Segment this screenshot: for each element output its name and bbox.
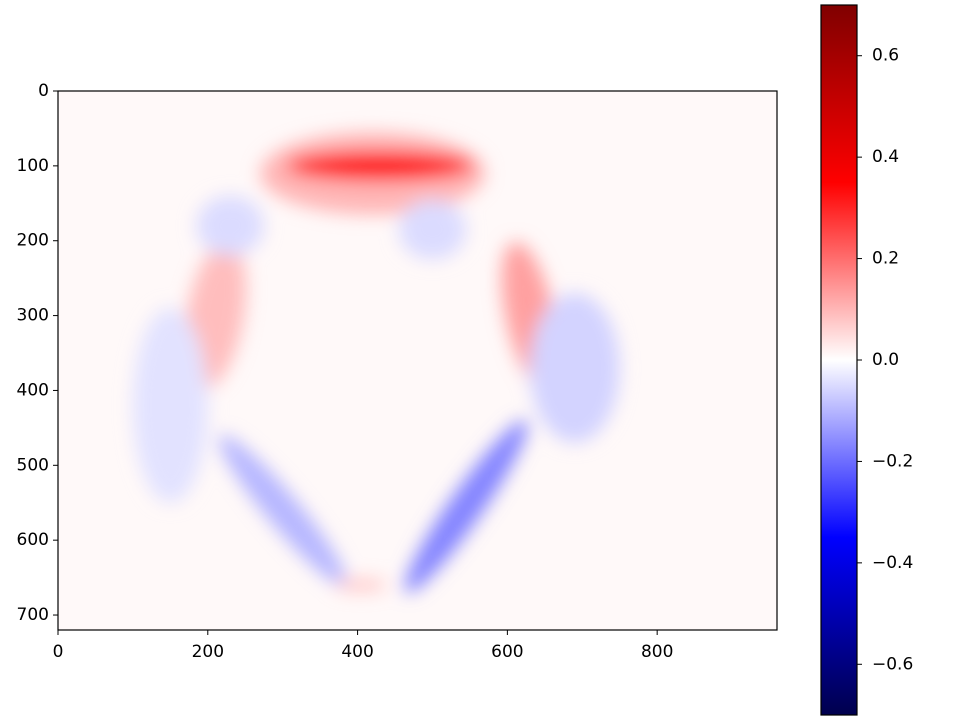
x-tick-label: 800 [641, 642, 673, 662]
colorbar-tick-label: 0.4 [872, 147, 899, 167]
y-tick-label: 600 [17, 530, 49, 550]
y-tick-label: 700 [17, 605, 49, 625]
heatmap-region [286, 150, 474, 181]
colorbar-tick-label: 0.0 [872, 350, 899, 370]
heatmap-region [335, 579, 388, 592]
colorbar-tick-label: 0.2 [872, 249, 899, 269]
heatmap-region [218, 434, 347, 586]
y-tick-label: 200 [17, 231, 49, 251]
x-tick-label: 600 [491, 642, 523, 662]
y-tick-label: 0 [38, 81, 49, 101]
y-tick-label: 500 [17, 455, 49, 475]
colorbar-tick-label: −0.4 [872, 553, 913, 573]
x-tick-label: 400 [341, 642, 373, 662]
heatmap-region [196, 195, 264, 256]
heatmap-region [398, 199, 467, 260]
colorbar-tick-label: −0.6 [872, 654, 913, 674]
heatmap-image [58, 91, 777, 630]
axes-frame [57, 90, 778, 631]
heatmap-region [132, 308, 208, 503]
x-tick-label: 0 [53, 642, 64, 662]
colorbar-tick-label: −0.2 [872, 451, 913, 471]
colorbar-tick-label: 0.6 [872, 46, 899, 66]
colorbar [820, 4, 858, 716]
y-tick-label: 400 [17, 380, 49, 400]
x-tick-label: 200 [192, 642, 224, 662]
y-tick-label: 300 [17, 306, 49, 326]
heatmap-regions [132, 132, 620, 593]
heatmap-region [529, 293, 620, 443]
heatmap-region [404, 420, 528, 593]
y-tick-label: 100 [17, 156, 49, 176]
